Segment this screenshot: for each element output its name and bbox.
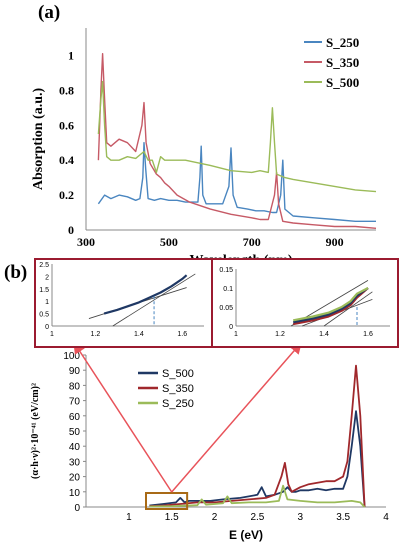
absorption-x-tick-label: 700 <box>243 235 261 249</box>
inset-left-series-line-0 <box>103 274 188 315</box>
absorption-y-tick-label: 0.6 <box>59 118 74 132</box>
inset-right-y-tick-label: 0.1 <box>223 286 233 293</box>
inset-right-x-tick-label: 1 <box>234 331 238 338</box>
tauc-legend-label: S_250 <box>162 398 194 410</box>
absorption-y-tick-label: 0.2 <box>59 188 74 202</box>
tauc-y-tick-label: 10 <box>69 488 81 499</box>
tauc-y-tick-label: 100 <box>63 351 80 362</box>
tauc-y-tick-label: 50 <box>69 427 81 438</box>
absorption-series-line-s-350 <box>97 53 377 229</box>
absorption-y-tick-label: 1 <box>68 48 74 62</box>
tauc-y-tick-label: 0 <box>74 503 80 514</box>
inset-left-y-tick-label: 2.5 <box>39 262 49 269</box>
inset-left-x-tick-label: 1 <box>50 331 54 338</box>
inset-left-y-tick-label: 2 <box>45 274 49 281</box>
absorption-x-tick-label: 900 <box>326 235 344 249</box>
inset-right-series-line-0 <box>292 287 369 326</box>
absorption-series-line-s-250 <box>97 141 376 223</box>
tauc-y-tick-label: 60 <box>69 412 81 423</box>
tauc-y-tick-label: 70 <box>69 397 81 408</box>
tauc-series-line-s-350 <box>149 364 366 508</box>
absorption-x-tick-label: 500 <box>160 235 178 249</box>
inset-right-x-tick-label: 1.2 <box>275 331 285 338</box>
tauc-x-tick-label: 4 <box>383 512 389 523</box>
inset-right-x-tick-label: 1.6 <box>363 331 373 338</box>
tauc-y-tick-label: 20 <box>69 473 81 484</box>
inset-right-x-tick-label: 1.4 <box>319 331 329 338</box>
absorption-legend-label: S_350 <box>326 55 359 70</box>
absorption-y-tick-label: 0.8 <box>59 83 74 97</box>
inset-left-x-tick-label: 1.4 <box>134 331 144 338</box>
tauc-y-tick-label: 40 <box>69 442 81 453</box>
inset-left-fit-line <box>112 273 196 327</box>
inset-left-y-tick-label: 0.5 <box>39 312 49 319</box>
inset-right-series-line-1 <box>292 287 369 324</box>
inset-left-x-tick-label: 1.2 <box>91 331 101 338</box>
tauc-series-line-s-250 <box>149 484 366 508</box>
absorption-y-tick-label: 0.4 <box>59 153 74 167</box>
absorption-series-line-s-500 <box>97 80 377 193</box>
tauc-x-tick-label: 1.5 <box>165 512 179 523</box>
tauc-x-tick-label: 2 <box>212 512 218 523</box>
inset-left-y-tick-label: 1.5 <box>39 287 49 294</box>
tauc-x-tick-label: 2.5 <box>250 512 264 523</box>
panel-b-label: (b) <box>4 262 28 283</box>
inset-right-fit-line <box>323 291 373 327</box>
zoom-region-box <box>145 492 189 510</box>
inset-right-series-line-2 <box>292 287 369 322</box>
inset-left-y-tick-label: 1 <box>45 299 49 306</box>
tauc-y-tick-label: 90 <box>69 366 81 377</box>
tauc-y-tick-label: 80 <box>69 381 81 392</box>
inset-border <box>34 258 399 348</box>
tauc-x-tick-label: 3 <box>298 512 304 523</box>
absorption-y-tick-label: 0 <box>68 223 74 237</box>
inset-left-x-tick-label: 1.6 <box>177 331 187 338</box>
inset-right-y-tick-label: 0 <box>229 324 233 331</box>
tauc-x-tick-label: 3.5 <box>336 512 350 523</box>
tauc-legend-label: S_350 <box>162 383 194 395</box>
tauc-y-tick-label: 30 <box>69 457 81 468</box>
arrow-to-right-inset <box>171 341 302 493</box>
tauc-y-axis-title: (α·h·ν)²·10⁻⁴¹ (eV/cm)² <box>30 383 41 479</box>
arrow-to-left-inset <box>73 341 173 493</box>
tauc-x-axis-title: E (eV) <box>229 528 263 542</box>
inset-right-y-tick-label: 0.05 <box>219 305 233 312</box>
absorption-legend-label: S_250 <box>326 35 359 50</box>
absorption-y-axis-title: Absorption (a.u.) <box>31 88 46 191</box>
tauc-legend-label: S_500 <box>162 368 194 380</box>
inset-right-y-tick-label: 0.15 <box>219 267 233 274</box>
inset-left-y-tick-label: 0 <box>45 324 49 331</box>
absorption-legend-label: S_500 <box>326 75 359 90</box>
panel-a-label: (a) <box>38 2 61 23</box>
tauc-x-tick-label: 1 <box>126 512 132 523</box>
absorption-x-tick-label: 300 <box>77 235 95 249</box>
